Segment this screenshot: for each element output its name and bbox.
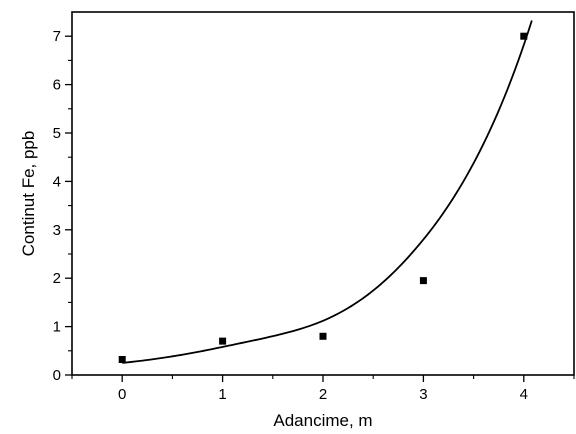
y-tick-label: 5 xyxy=(53,125,61,142)
x-tick-label: 3 xyxy=(419,386,427,403)
x-tick-label: 1 xyxy=(218,386,226,403)
data-point xyxy=(319,332,327,340)
y-tick-label: 0 xyxy=(53,367,61,384)
y-tick-label: 7 xyxy=(53,28,61,45)
x-tick-label: 2 xyxy=(319,386,327,403)
data-point xyxy=(219,337,227,345)
y-tick-label: 6 xyxy=(53,77,61,94)
data-point xyxy=(419,277,427,285)
y-tick-label: 3 xyxy=(53,222,61,239)
data-point xyxy=(118,356,126,364)
x-tick-label: 4 xyxy=(520,386,528,403)
y-tick-label: 2 xyxy=(53,270,61,287)
y-axis-title: Continut Fe, ppb xyxy=(19,131,38,257)
x-axis-title: Adancime, m xyxy=(273,411,372,430)
data-point xyxy=(520,32,528,40)
x-tick-label: 0 xyxy=(118,386,126,403)
plot-area xyxy=(118,20,533,364)
y-tick-label: 4 xyxy=(53,173,61,190)
fit-curve xyxy=(122,20,533,364)
axes: 0 1 2 3 4 0 1 2 3 4 5 6 7 xyxy=(53,11,575,403)
y-tick-label: 1 xyxy=(53,319,61,336)
